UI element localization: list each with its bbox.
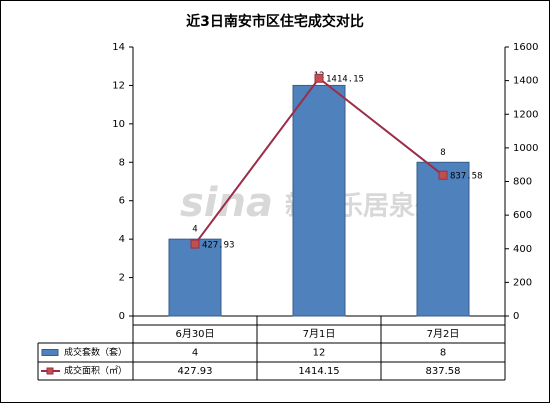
y2-tick-label: 800 (513, 177, 532, 188)
bar (292, 84, 346, 317)
chart-title: 近3日南安市区住宅成交对比 (186, 13, 364, 30)
y-tick-label: 4 (119, 234, 125, 245)
y-tick-label: 12 (112, 80, 125, 91)
line-label: 1414.15 (326, 75, 364, 85)
line-marker (314, 73, 324, 83)
y2-tick-label: 1400 (513, 76, 538, 87)
y2-tick-label: 400 (513, 244, 532, 255)
x-tick-label: 7月1日 (303, 328, 336, 340)
legend-label: 成交面积（㎡） (64, 365, 127, 377)
line-marker (190, 239, 200, 249)
bar (168, 238, 222, 317)
x-tick-label: 6月30日 (175, 328, 214, 340)
table-cell: 8 (440, 348, 446, 359)
legend-label: 成交套数（套） (64, 346, 127, 358)
legend-key (46, 367, 54, 375)
y-tick-label: 10 (112, 119, 125, 130)
table-cell: 4 (192, 348, 198, 359)
line-marker (438, 170, 448, 180)
y2-tick-label: 1600 (513, 42, 538, 53)
line-label: 427.93 (202, 241, 235, 251)
y-tick-label: 6 (119, 196, 125, 207)
table-cell: 1414.15 (298, 366, 339, 377)
line-label: 837.58 (450, 172, 483, 182)
table-cell: 12 (313, 348, 326, 359)
y2-tick-label: 1200 (513, 109, 538, 120)
y2-tick-label: 1000 (513, 143, 538, 154)
y-tick-label: 14 (112, 42, 125, 53)
table-cell: 427.93 (178, 366, 213, 377)
y2-tick-label: 200 (513, 277, 532, 288)
y-tick-label: 0 (119, 311, 125, 322)
legend-key (41, 349, 59, 356)
bar (416, 161, 470, 317)
y2-tick-label: 600 (513, 210, 532, 221)
y2-tick-label: 0 (513, 311, 519, 322)
bar-label: 4 (192, 225, 197, 235)
y-tick-label: 8 (119, 157, 125, 168)
table-cell: 837.58 (426, 366, 461, 377)
x-tick-label: 7月2日 (427, 328, 460, 340)
y-tick-label: 2 (119, 273, 125, 284)
bar-label: 8 (440, 148, 445, 158)
